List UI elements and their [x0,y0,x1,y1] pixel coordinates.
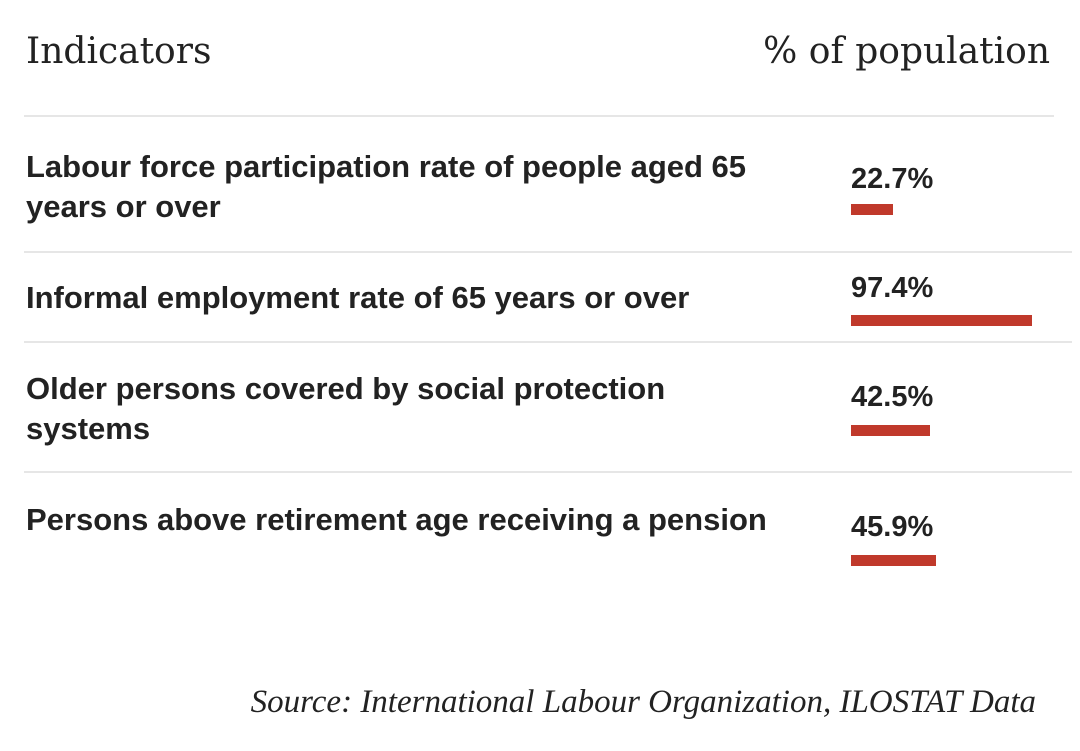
value-label: 22.7% [851,163,934,195]
row-divider [24,341,1072,343]
indicator-label: Persons above retirement age receiving a… [26,502,767,537]
table-header: Indicators % of population [0,0,1080,116]
indicator-label: Informal employment rate of 65 years or … [26,280,690,315]
value-bar [851,315,1032,326]
indicators-column-header: Indicators [26,31,212,72]
value-label: 97.4% [851,272,934,304]
value-label: 42.5% [851,381,934,413]
bar-track [851,555,1037,566]
indicator-label: Labour force participation rate of peopl… [26,149,747,224]
table-row: Persons above retirement age receiving a… [0,473,1080,593]
table-row: Informal employment rate of 65 years or … [0,253,1080,341]
table-row: Older persons covered by social protecti… [0,343,1080,471]
value-column-header: % of population [763,31,1050,72]
value-bar [851,204,893,215]
value-bar [851,425,930,436]
value-label: 45.9% [851,511,934,543]
source-note: Source: International Labour Organizatio… [250,684,1036,720]
indicator-label: Older persons covered by social protecti… [26,371,666,446]
bar-track [851,425,1037,436]
table-row: Labour force participation rate of peopl… [0,117,1080,251]
value-bar [851,555,936,566]
bar-track [851,315,1037,326]
bar-track [851,204,1037,215]
row-divider [24,471,1072,473]
header-divider [24,115,1054,117]
row-divider [24,251,1072,253]
